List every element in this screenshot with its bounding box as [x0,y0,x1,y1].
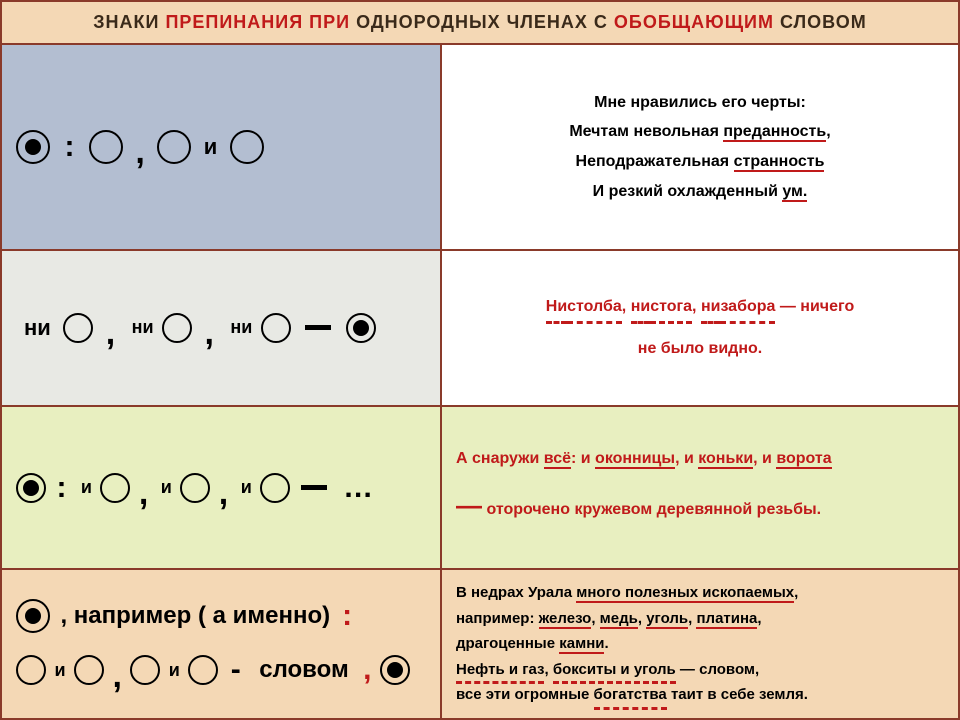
ex1-line4: И резкий охлажденный ум. [456,177,944,207]
generalizing-circle [346,313,376,343]
example-word: , например ( а именно) [60,602,330,629]
example-cell-2: Ни столба, ни стога, ни забора — ничего … [442,251,958,405]
conj-i: и [204,134,218,159]
ex1-line2: Мечтам невольная преданность, [456,117,944,147]
conj-i: и [54,660,65,680]
row-4: , например ( а именно): и , и - словом , [2,570,958,718]
dash-symbol [305,325,331,330]
conj-i: и [241,477,252,497]
example-cell-4: В недрах Урала много полезных ископаемых… [442,570,958,718]
conj-i: и [169,660,180,680]
comma-symbol: , [112,657,121,695]
hdr-p2: ПРЕПИНАНИЯ ПРИ [165,12,350,32]
slovo-word: словом [259,656,348,683]
hdr-p4: ОБОБЩАЮЩИМ [614,12,774,32]
ex1-line1: Мне нравились его черты: [456,88,944,118]
colon-symbol: : [56,471,66,504]
ex4-line5: все эти огромные богатства таит в себе з… [456,682,944,708]
hdr-p3: ОДНОРОДНЫХ ЧЛЕНАХ С [350,12,614,32]
scheme-3: : и , и , и … [16,468,376,507]
ex4-line4: Нефть и газ, бокситы и уголь — словом, [456,657,944,683]
item-circle [157,130,191,164]
scheme-4a: , например ( а именно): [16,599,426,633]
ex1-line3: Неподражательная странность [456,147,944,177]
item-circle [74,655,104,685]
ex2-line2: не было видно. [456,334,944,364]
hdr-p1: ЗНАКИ [93,12,165,32]
scheme-cell-1: : , и [2,45,442,249]
scheme-cell-4: , например ( а именно): и , и - словом , [2,570,442,718]
scheme-4b: и , и - словом , [16,651,426,690]
scheme-cell-3: : и , и , и … [2,407,442,569]
item-circle [89,130,123,164]
ex4-line1: В недрах Урала много полезных ископаемых… [456,580,944,606]
item-circle [230,130,264,164]
conj-ni: ни [230,317,252,337]
hdr-p5: СЛОВОМ [774,12,867,32]
comma-symbol: , [135,133,144,171]
conj-i: и [81,477,92,497]
comma-symbol: , [204,314,213,352]
conj-ni: ни [24,315,51,340]
comma-red: , [363,653,371,686]
generalizing-circle [16,599,50,633]
comma-symbol: , [219,474,228,512]
item-circle [162,313,192,343]
colon-symbol: : [64,130,74,163]
item-circle [63,313,93,343]
colon-red: : [342,599,352,632]
scheme-1: : , и [16,127,264,166]
generalizing-circle [380,655,410,685]
row-3: : и , и , и … А снаружи всё: и оконницы,… [2,407,958,571]
item-circle [261,313,291,343]
row-2: ни , ни , ни Ни столба, ни стога, ни заб… [2,251,958,407]
row-1: : , и Мне нравились его черты: Мечтам не… [2,45,958,251]
example-cell-3: А снаружи всё: и оконницы, и коньки, и в… [442,407,958,569]
comma-symbol: , [106,314,115,352]
ex4-line2: например: железо, медь, уголь, платина, [456,606,944,632]
generalizing-circle [16,130,50,164]
dash-symbol [301,485,327,490]
item-circle [260,473,290,503]
ellipsis-symbol: … [343,471,376,504]
grammar-table: ЗНАКИ ПРЕПИНАНИЯ ПРИ ОДНОРОДНЫХ ЧЛЕНАХ С… [0,0,960,720]
ex4-line3: драгоценные камни. [456,631,944,657]
scheme-2: ни , ни , ни [16,308,376,347]
item-circle [130,655,160,685]
table-header: ЗНАКИ ПРЕПИНАНИЯ ПРИ ОДНОРОДНЫХ ЧЛЕНАХ С… [2,2,958,45]
comma-symbol: , [139,474,148,512]
generalizing-circle [16,473,46,503]
ex2-line1: Ни столба, ни стога, ни забора — ничего [456,292,944,322]
conj-ni: ни [132,317,154,337]
ex3-line1: А снаружи всё: и оконницы, и коньки, и в… [456,441,944,476]
conj-i: и [161,477,172,497]
ex3-line2: — оторочено кружевом деревянной резьбы. [456,477,944,534]
scheme-cell-2: ни , ни , ни [2,251,442,405]
dash-word: - [231,653,241,686]
item-circle [180,473,210,503]
item-circle [188,655,218,685]
item-circle [100,473,130,503]
example-cell-1: Мне нравились его черты: Мечтам невольна… [442,45,958,249]
scheme-4-stack: , например ( а именно): и , и - словом , [16,599,426,690]
item-circle [16,655,46,685]
